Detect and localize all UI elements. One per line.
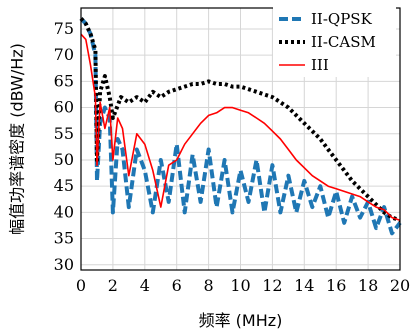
y-axis-title: 幅值功率谱密度 (dBW/Hz) [8,43,27,235]
legend-label: II-CASM [311,33,376,51]
series-line-3 [80,33,401,221]
y-tick-label: 50 [54,150,74,169]
x-tick-label: 4 [140,276,150,295]
x-axis-title: 频率 (MHz) [199,311,283,330]
series-line-2 [79,17,401,223]
y-tick-label: 35 [54,229,74,248]
x-tick-label: 10 [230,276,250,295]
x-tick-label: 0 [76,276,86,295]
y-tick-label: 45 [54,176,74,195]
y-tick-labels: 30 35 40 45 50 55 60 65 70 75 [54,19,74,274]
legend-label: II-QPSK [311,10,373,28]
x-tick-label: 20 [390,276,410,295]
x-tick-label: 16 [326,276,346,295]
legend-label: III [311,56,329,74]
x-tick-label: 14 [294,276,314,295]
series-line-1 [79,17,402,236]
y-tick-label: 75 [54,19,74,38]
y-tick-label: 65 [54,71,74,90]
y-tick-label: 60 [54,98,74,117]
x-tick-label: 2 [108,276,118,295]
series-group [79,17,402,236]
plot-frame [80,7,401,271]
x-tick-label: 18 [358,276,378,295]
x-tick-label: 6 [172,276,182,295]
y-tick-label: 40 [54,202,74,221]
legend: II-QPSK II-CASM III [273,6,396,77]
y-tick-label: 30 [54,255,74,274]
y-tick-label: 70 [54,45,74,64]
x-tick-label: 8 [204,276,214,295]
x-tick-label: 12 [262,276,282,295]
x-tick-labels: 0 2 4 6 8 10 12 14 16 18 20 [76,276,410,295]
y-tick-label: 55 [54,124,74,143]
